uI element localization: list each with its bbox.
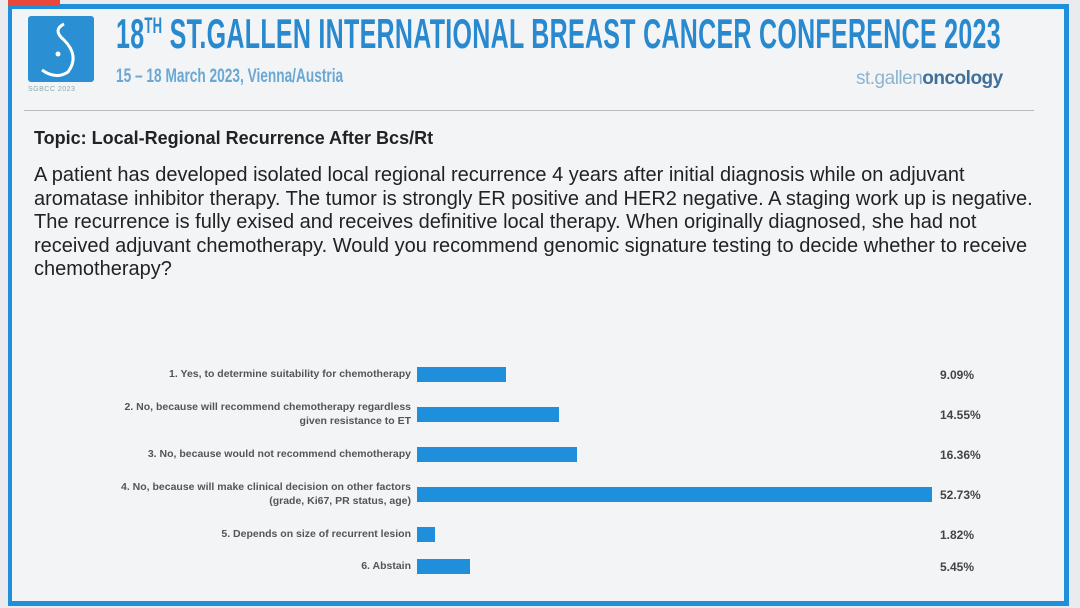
- logo-caption: SGBCC 2023: [28, 86, 76, 93]
- question-text: A patient has developed isolated local r…: [34, 164, 1033, 280]
- bar: [417, 447, 577, 462]
- value-label: 9.09%: [940, 368, 975, 382]
- category-label: 3. No, because would not recommend chemo…: [148, 447, 411, 461]
- value-label: 52.73%: [940, 488, 981, 502]
- category-label-line: 1. Yes, to determine suitability for che…: [169, 368, 411, 380]
- conference-dates: 15 – 18 March 2023, Vienna/Austria: [116, 66, 344, 87]
- value-label: 5.45%: [940, 560, 975, 574]
- value-label: 1.82%: [940, 528, 975, 542]
- category-label: 5. Depends on size of recurrent lesion: [221, 527, 411, 541]
- bar: [417, 559, 471, 574]
- category-label-line: 2. No, because will recommend chemothera…: [124, 401, 411, 413]
- title-sup: TH: [144, 13, 163, 38]
- recording-indicator: [8, 0, 60, 6]
- bar: [417, 367, 506, 382]
- slide-frame: [8, 4, 1069, 606]
- bar: [417, 407, 560, 422]
- bar: [417, 527, 435, 542]
- category-label: 1. Yes, to determine suitability for che…: [169, 367, 411, 381]
- category-label-line: 3. No, because would not recommend chemo…: [147, 448, 411, 460]
- conference-logo-icon: [28, 16, 94, 82]
- brand-logo: st.gallenoncology: [856, 68, 1003, 90]
- category-label-line: 6. Abstain: [361, 560, 411, 572]
- category-label: 6. Abstain: [361, 559, 411, 573]
- category-label: 2. No, because will recommend chemothera…: [124, 400, 411, 428]
- category-label: 4. No, because will make clinical decisi…: [121, 480, 411, 508]
- brand-dark: oncology: [922, 68, 1003, 89]
- title-text: ST.GALLEN INTERNATIONAL BREAST CANCER CO…: [162, 10, 1001, 57]
- category-label-line: 4. No, because will make clinical decisi…: [120, 481, 411, 493]
- header-divider: [24, 110, 1034, 111]
- conference-title: 18TH ST.GALLEN INTERNATIONAL BREAST CANC…: [116, 10, 1001, 58]
- title-number: 18: [116, 10, 145, 57]
- topic-heading: Topic: Local-Regional Recurrence After B…: [34, 128, 434, 148]
- category-label-line: (grade, Ki67, PR status, age): [269, 495, 411, 507]
- value-label: 14.55%: [940, 408, 981, 422]
- value-label: 16.36%: [940, 448, 981, 462]
- category-label-line: given resistance to ET: [299, 415, 411, 427]
- bar: [417, 487, 933, 502]
- category-label-line: 5. Depends on size of recurrent lesion: [221, 528, 411, 540]
- brand-light: st.gallen: [856, 68, 923, 89]
